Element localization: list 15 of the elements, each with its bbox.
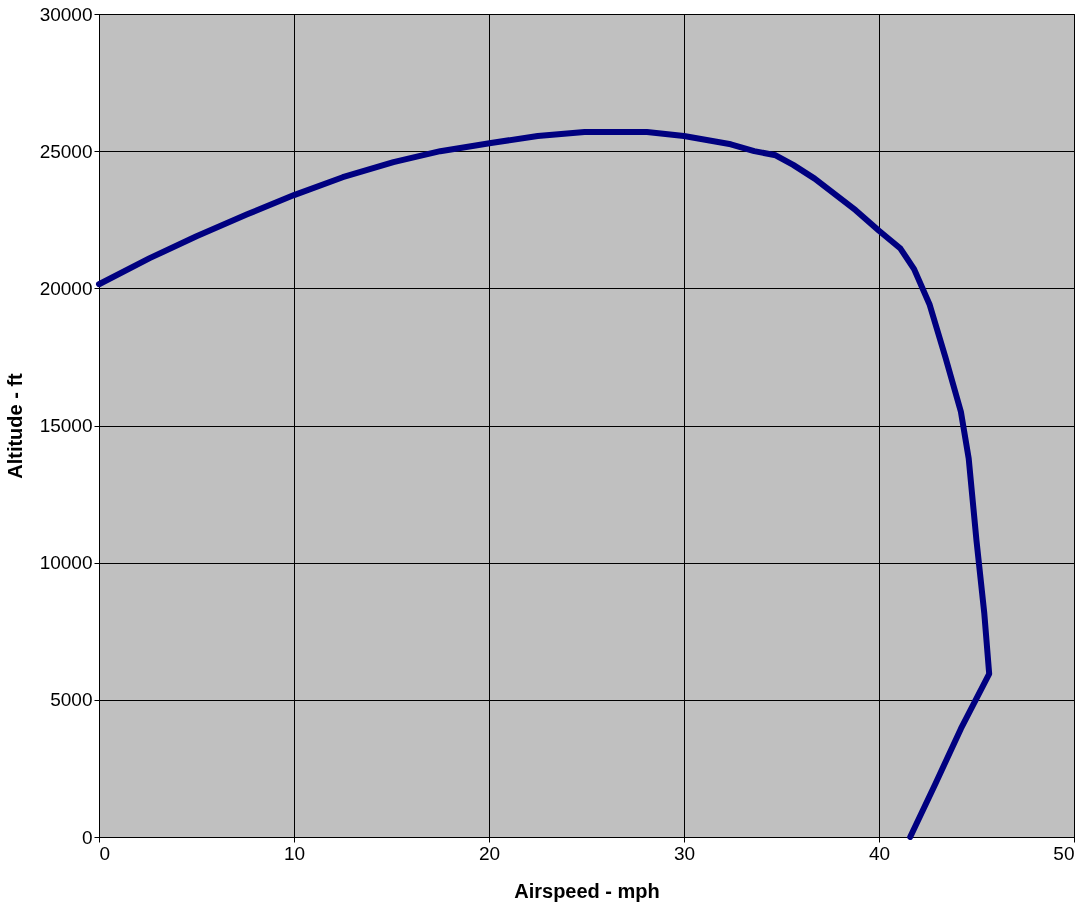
y-tick-label: 5000 xyxy=(50,689,93,711)
x-tick-label: 0 xyxy=(99,842,111,864)
y-tick-label: 20000 xyxy=(39,277,93,299)
x-tick-label: 50 xyxy=(1053,842,1075,864)
y-tick-label: 10000 xyxy=(39,552,93,574)
x-axis-title: Airspeed - mph xyxy=(514,879,660,902)
x-tick-label: 20 xyxy=(478,842,501,864)
y-tick-label: 15000 xyxy=(39,415,93,436)
x-tick-label: 40 xyxy=(868,842,891,864)
x-tick-label: 30 xyxy=(673,842,696,864)
y-tick-label: 30000 xyxy=(39,3,93,25)
y-axis-title: Altitude - ft xyxy=(3,372,26,479)
x-tick-label: 10 xyxy=(283,842,306,864)
y-tick-label: 25000 xyxy=(39,140,93,162)
y-tick-label: 0 xyxy=(81,826,93,848)
